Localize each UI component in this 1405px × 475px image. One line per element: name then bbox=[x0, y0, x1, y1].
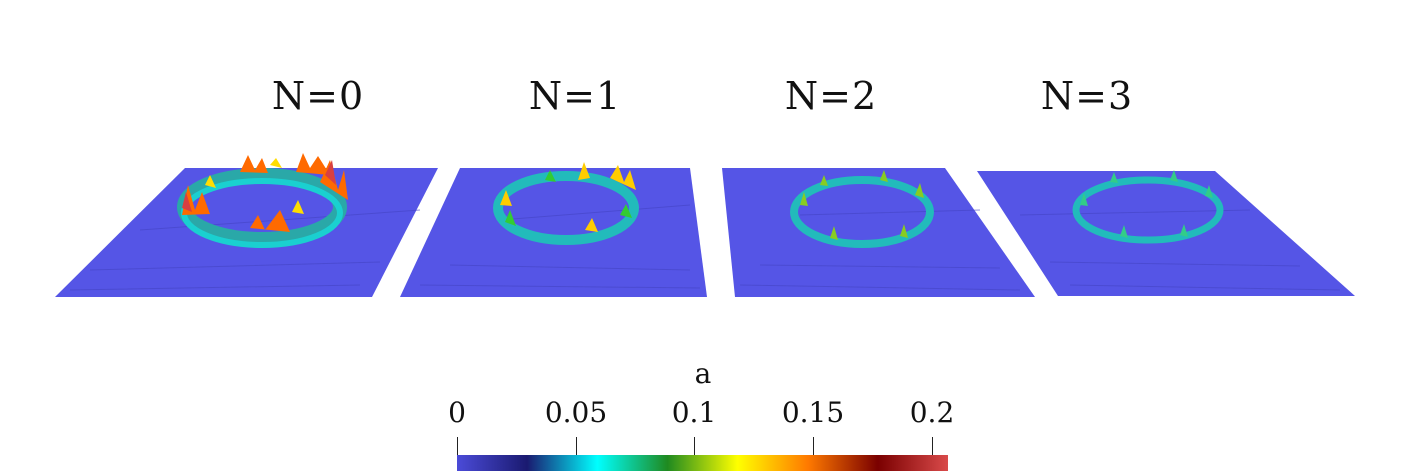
colorbar-tick-mark bbox=[932, 437, 933, 463]
panel-title-2: N=2 bbox=[784, 74, 878, 118]
panel-title-1: N=1 bbox=[528, 74, 622, 118]
colorbar-tick-mark bbox=[457, 437, 458, 463]
surface-panel-0 bbox=[55, 153, 438, 297]
colorbar-tick-label: 0.15 bbox=[781, 396, 845, 429]
colorbar-tick-label: 0 bbox=[448, 396, 466, 429]
colorbar-tick-label: 0.05 bbox=[544, 396, 608, 429]
colorbar-tick-label: 0.2 bbox=[909, 396, 955, 429]
colorbar bbox=[457, 455, 948, 471]
panel-title-3: N=3 bbox=[1040, 74, 1134, 118]
ring-peaks-0 bbox=[182, 153, 348, 232]
colorbar-tick-mark bbox=[694, 437, 695, 463]
surface-panel-1 bbox=[400, 162, 707, 297]
ring-peaks-3 bbox=[1080, 170, 1213, 238]
ring-peaks-2 bbox=[800, 170, 924, 240]
colorbar-tick-mark bbox=[813, 437, 814, 463]
ring-peaks-1 bbox=[500, 162, 636, 232]
colorbar-tick-mark bbox=[576, 437, 577, 463]
colorbar-title: a bbox=[694, 357, 712, 390]
surface-panel-2 bbox=[722, 168, 1035, 297]
colorbar-tick-label: 0.1 bbox=[671, 396, 717, 429]
panel-title-0: N=0 bbox=[271, 74, 365, 118]
surface-panel-3 bbox=[977, 170, 1355, 296]
